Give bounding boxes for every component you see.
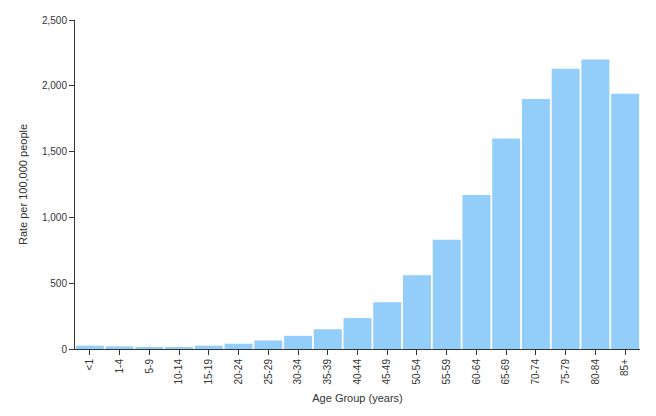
svg-text:75-79: 75-79 bbox=[560, 359, 571, 385]
svg-text:20-24: 20-24 bbox=[233, 359, 244, 385]
svg-text:25-29: 25-29 bbox=[263, 359, 274, 385]
svg-text:5-9: 5-9 bbox=[144, 359, 155, 374]
svg-text:1,500: 1,500 bbox=[42, 146, 67, 157]
svg-text:2,500: 2,500 bbox=[42, 15, 67, 26]
svg-text:15-19: 15-19 bbox=[203, 359, 214, 385]
svg-text:85+: 85+ bbox=[619, 359, 630, 376]
svg-text:Rate per 100,000 people: Rate per 100,000 people bbox=[17, 124, 29, 245]
svg-text:60-64: 60-64 bbox=[471, 359, 482, 385]
svg-text:80-84: 80-84 bbox=[590, 359, 601, 385]
svg-text:40-44: 40-44 bbox=[352, 359, 363, 385]
svg-text:45-49: 45-49 bbox=[381, 359, 392, 385]
svg-text:70-74: 70-74 bbox=[530, 359, 541, 385]
svg-text:35-39: 35-39 bbox=[322, 359, 333, 385]
svg-text:1-4: 1-4 bbox=[114, 359, 125, 374]
svg-text:65-69: 65-69 bbox=[500, 359, 511, 385]
svg-text:2,000: 2,000 bbox=[42, 80, 67, 91]
svg-text:1,000: 1,000 bbox=[42, 212, 67, 223]
svg-text:50-54: 50-54 bbox=[411, 359, 422, 385]
svg-text:500: 500 bbox=[50, 278, 67, 289]
svg-text:55-59: 55-59 bbox=[441, 359, 452, 385]
svg-text:0: 0 bbox=[61, 344, 67, 355]
svg-text:30-34: 30-34 bbox=[292, 359, 303, 385]
svg-text:Age Group (years): Age Group (years) bbox=[312, 392, 402, 404]
svg-text:<1: <1 bbox=[84, 359, 95, 371]
svg-text:10-14: 10-14 bbox=[173, 359, 184, 385]
